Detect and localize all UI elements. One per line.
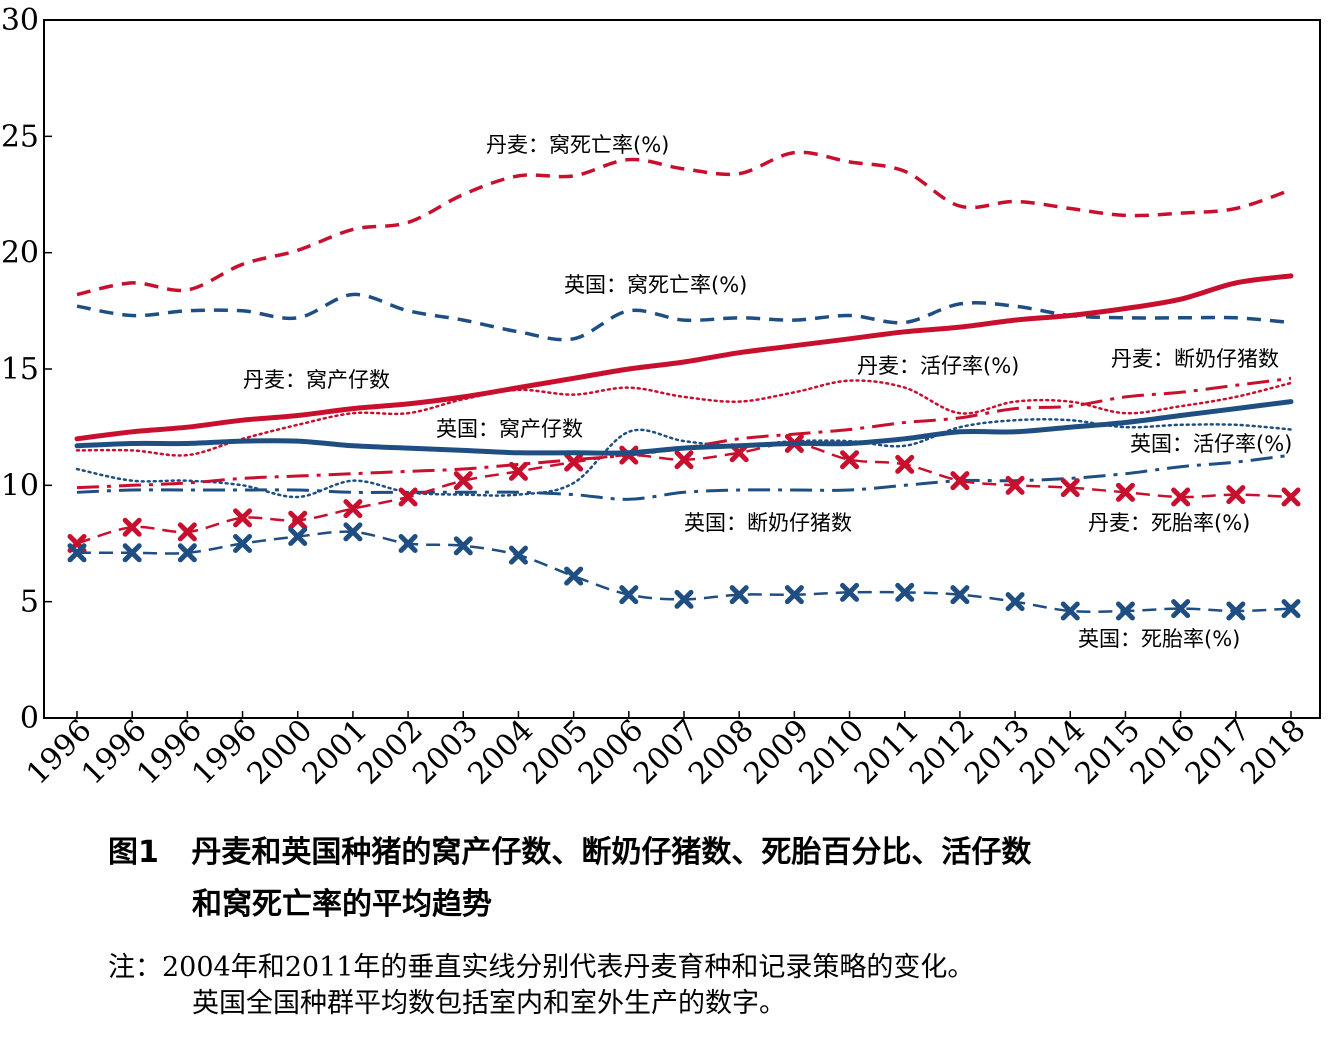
series-9-marker-13 (784, 585, 804, 605)
series-8-marker-3 (233, 508, 253, 528)
series-line-3 (74, 399, 1294, 456)
series-9-marker-10 (619, 585, 639, 605)
figure-caption: 图1 丹麦和英国种猪的窝产仔数、断奶仔猪数、死胎百分比、活仔数 (108, 828, 1031, 878)
y-tick-label: 5 (20, 585, 39, 620)
y-tick-label: 25 (1, 119, 39, 154)
series-8-marker-18 (1060, 478, 1080, 498)
annotation-label-3: 英国：窝产仔数 (436, 417, 583, 441)
series-layer (67, 150, 1301, 621)
annotation-label-8: 丹麦：死胎率(%) (1088, 511, 1250, 535)
series-9-marker-12 (729, 585, 749, 605)
annotation-label-9: 英国：死胎率(%) (1078, 627, 1240, 651)
series-8-marker-6 (398, 487, 418, 507)
series-line-7 (76, 453, 1292, 501)
annotation-label-7: 英国：断奶仔猪数 (684, 511, 852, 535)
series-8-marker-21 (1226, 485, 1246, 505)
series-9-marker-8 (508, 545, 528, 565)
y-axis: 0 5 10 15 20 25 30 (1, 3, 52, 736)
series-8-marker-17 (1005, 475, 1025, 495)
annotation-label-4: 丹麦：活仔率(%) (857, 354, 1019, 378)
series-9-marker-19 (1115, 601, 1135, 621)
series-8-marker-15 (895, 454, 915, 474)
y-tick-label: 10 (1, 468, 39, 503)
series-8-marker-4 (288, 510, 308, 530)
series-9-marker-3 (233, 534, 253, 553)
series-8-marker-20 (1171, 487, 1191, 507)
series-8-marker-19 (1115, 482, 1135, 502)
series-9-marker-5 (343, 522, 363, 542)
series-9-marker-4 (288, 527, 308, 547)
series-8-marker-8 (508, 461, 528, 481)
series-8-marker-11 (674, 450, 694, 470)
series-8-marker-1 (122, 517, 142, 537)
y-tick-label: 15 (1, 352, 39, 387)
chart-area: 0 5 10 15 20 25 30 199619961996199620002001200… (1, 3, 1321, 792)
series-8-marker-5 (343, 499, 363, 519)
series-9-marker-2 (177, 543, 197, 563)
annotation-label-6: 英国：活仔率(%) (1130, 432, 1292, 456)
series-9-marker-6 (398, 534, 418, 553)
x-axis: 1996199619961996200020012002200320042005… (20, 711, 1313, 792)
annotation-label-0: 丹麦：窝死亡率(%) (486, 133, 669, 157)
series-9-marker-9 (564, 566, 584, 586)
figure-title-line2-text: 和窝死亡率的平均趋势 (192, 887, 492, 922)
series-line-2 (74, 273, 1294, 442)
series-line-5 (75, 418, 1293, 499)
y-tick-label: 30 (1, 3, 39, 38)
series-line-1 (76, 292, 1292, 342)
series-8-marker-7 (453, 471, 473, 491)
series-9-marker-7 (453, 536, 473, 556)
series-9-marker-11 (674, 589, 694, 609)
figure-title-line2: 和窝死亡率的平均趋势 (192, 880, 492, 930)
x-tick-label: 2018 (1234, 713, 1313, 792)
series-8-marker-14 (840, 450, 860, 470)
figure-label: 图1 (108, 835, 159, 870)
series-9-marker-18 (1060, 601, 1080, 621)
series-9-marker-1 (122, 543, 142, 563)
series-line-6 (76, 376, 1292, 490)
series-8-marker-2 (177, 522, 197, 542)
series-9-marker-16 (950, 585, 970, 605)
series-9-marker-20 (1171, 599, 1191, 619)
annotation-label-2: 丹麦：窝产仔数 (243, 368, 390, 392)
series-8-marker-22 (1281, 487, 1301, 507)
y-tick-label: 0 (20, 701, 39, 736)
series-8-marker-9 (564, 452, 584, 472)
figure-title-line1: 丹麦和英国种猪的窝产仔数、断奶仔猪数、死胎百分比、活仔数 (191, 835, 1032, 870)
series-9-marker-22 (1281, 599, 1301, 619)
series-9-marker-0 (67, 543, 87, 563)
y-tick-label: 20 (1, 236, 39, 271)
series-line-4 (75, 379, 1293, 457)
series-9-marker-15 (895, 582, 915, 602)
series-8-marker-16 (950, 471, 970, 491)
annotation-label-1: 英国：窝死亡率(%) (564, 273, 747, 297)
series-9-marker-14 (840, 582, 860, 602)
figure-note-line2: 英国全国种群平均数包括室内和室外生产的数字。 (192, 988, 786, 1019)
series-line-0 (76, 150, 1292, 297)
annotation-label-5: 丹麦：断奶仔猪数 (1111, 347, 1279, 371)
series-9-marker-21 (1226, 601, 1246, 621)
series-9-marker-17 (1005, 592, 1025, 612)
figure-note-line1: 注：2004年和2011年的垂直实线分别代表丹麦育种和记录策略的变化。 (108, 952, 975, 983)
